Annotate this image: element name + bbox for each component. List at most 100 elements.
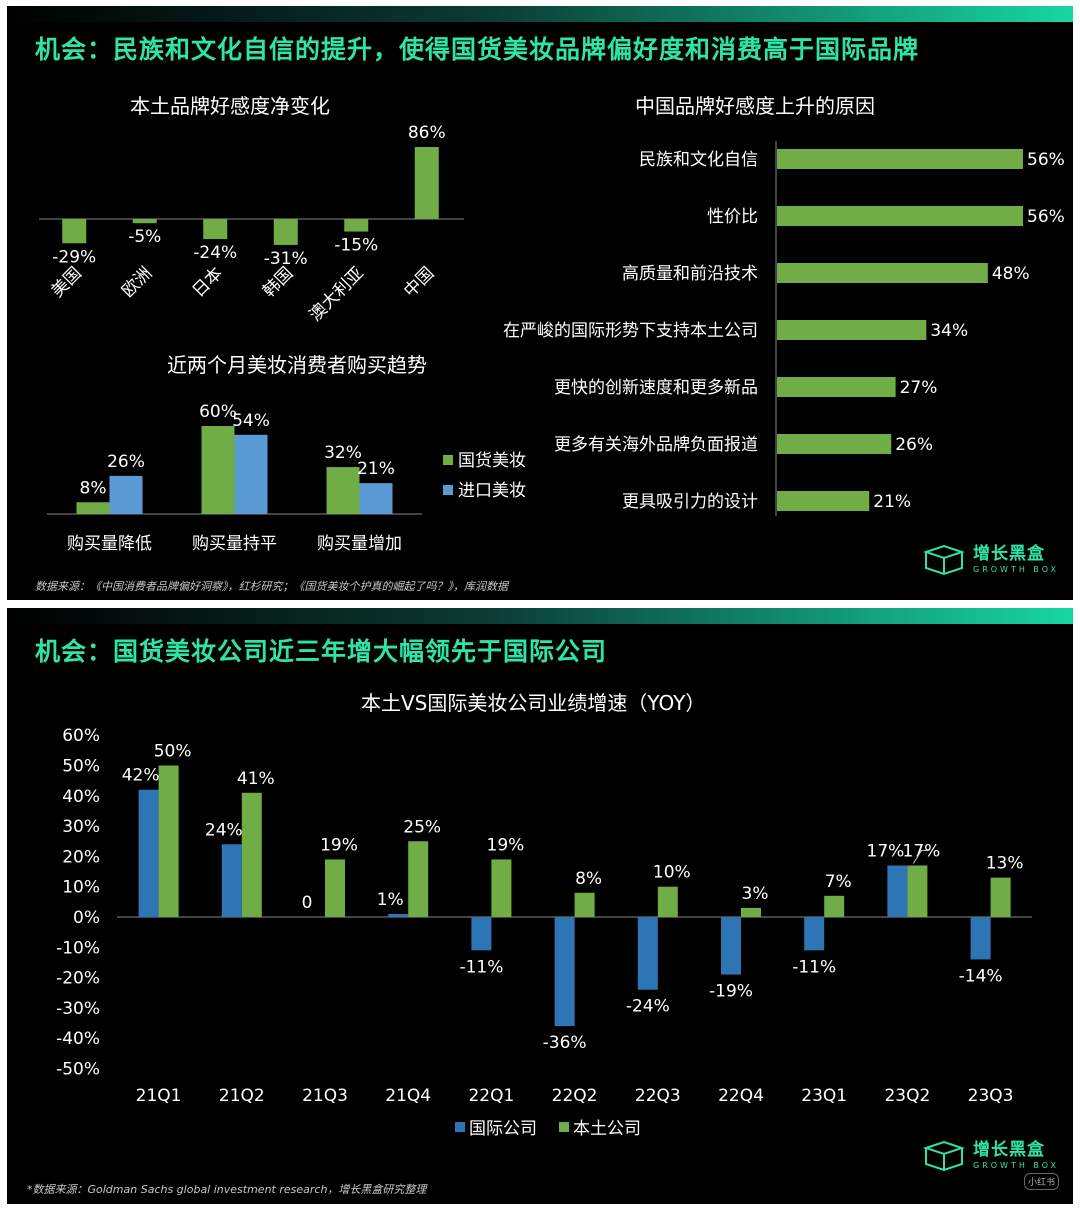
- chart4-category-label: 22Q3: [635, 1086, 681, 1106]
- chart4-ytick-label: -40%: [56, 1029, 100, 1049]
- chart3-bar: [777, 491, 870, 511]
- gradient-bar: [7, 6, 1073, 22]
- chart2-value-label: 32%: [324, 443, 362, 463]
- chart2-legend-label: 进口美妆: [458, 481, 526, 501]
- chart4-legend-label: 国际公司: [469, 1119, 537, 1139]
- chart4-category-label: 21Q2: [219, 1086, 265, 1106]
- chart4-bar-domestic: [657, 886, 678, 917]
- chart4-ytick-label: 60%: [62, 726, 100, 746]
- chart4-bar-international: [221, 844, 242, 917]
- logo-cn: 增长黑盒: [973, 1140, 1045, 1160]
- chart3-value-label: 56%: [1027, 150, 1065, 170]
- chart3-bar: [777, 206, 1023, 226]
- panel1-heading: 机会：民族和文化自信的提升，使得国货美妆品牌偏好度和消费高于国际品牌: [35, 35, 920, 64]
- panel2-heading: 机会：国货美妆公司近三年增大幅领先于国际公司: [35, 637, 608, 666]
- chart1-category-label: 中国: [400, 263, 438, 301]
- chart4-value-label: 17%: [903, 841, 941, 861]
- chart1-category-label: 澳大利亚: [306, 263, 368, 325]
- chart4-ytick-label: -20%: [56, 969, 100, 989]
- chart4-value-label: 13%: [986, 854, 1024, 874]
- chart1-category-label: 美国: [48, 263, 86, 301]
- chart4-category-label: 22Q1: [468, 1086, 514, 1106]
- chart1-value-label: -24%: [193, 243, 237, 263]
- chart3-bar: [777, 149, 1023, 169]
- chart4-bar-domestic: [741, 907, 761, 917]
- chart1-value-label: -5%: [128, 227, 161, 247]
- chart4-value-label: 25%: [403, 817, 441, 837]
- chart4-legend-label: 本土公司: [573, 1119, 641, 1139]
- chart3-category-label: 更多有关海外品牌负面报道: [554, 435, 758, 455]
- chart4-value-label: -11%: [459, 957, 503, 977]
- chart4-ytick-label: 50%: [62, 757, 100, 777]
- chart1-bar: [132, 219, 157, 224]
- chart4-category-label: 21Q4: [385, 1086, 431, 1106]
- chart4-bar-domestic: [325, 859, 345, 917]
- chart2-value-label: 8%: [80, 478, 107, 498]
- chart4-value-label: 19%: [487, 835, 525, 855]
- chart4-category-label: 23Q1: [801, 1086, 847, 1106]
- chart3-value-label: 34%: [930, 321, 968, 341]
- chart4-value-label: 8%: [575, 869, 602, 889]
- chart4-ytick-label: 10%: [62, 878, 100, 898]
- chart1-category-label: 欧洲: [118, 263, 156, 301]
- chart3-value-label: 21%: [873, 492, 911, 512]
- chart1-value-label: 86%: [408, 123, 446, 143]
- panel-brand-preference: 机会：民族和文化自信的提升，使得国货美妆品牌偏好度和消费高于国际品牌 本土品牌好…: [7, 6, 1073, 600]
- chart4-bar-domestic: [241, 792, 262, 917]
- chart1-net-change: -29%美国 -5% 欧洲 -24%日本 -31%韩国 -15% 澳大利亚 86% 中国: [39, 123, 464, 326]
- chart1-bar: [273, 219, 298, 245]
- chart3-value-label: 48%: [992, 264, 1030, 284]
- panel1-source: 数据来源：《中国消费者品牌偏好洞察》，红杉研究；《国货美妆个护真的崛起了吗？》，…: [35, 580, 508, 593]
- chart4-title: 本土VS国际美妆公司业绩增速（YOY）: [361, 691, 706, 715]
- chart4-legend-swatch: [559, 1122, 569, 1132]
- chart4-bar-international: [554, 917, 575, 1027]
- chart4-value-label: 1%: [377, 890, 404, 910]
- chart1-category-label: 日本: [189, 263, 227, 301]
- chart4-category-label: 21Q1: [136, 1086, 182, 1106]
- chart1-value-label: -29%: [52, 247, 96, 267]
- chart2-bar-imported: [234, 434, 268, 514]
- chart4-bar-international: [887, 865, 908, 917]
- chart4-value-label: -36%: [543, 1033, 587, 1053]
- gradient-bar: [7, 608, 1073, 624]
- chart1-bar: [203, 219, 228, 240]
- chart2-value-label: 60%: [199, 402, 237, 422]
- chart4-value-label: -14%: [959, 966, 1003, 986]
- chart3-bar: [777, 320, 927, 340]
- chart4-bar-international: [970, 917, 991, 960]
- chart4-value-label: 50%: [154, 742, 192, 762]
- chart4-bar-domestic: [824, 895, 845, 917]
- chart2-bar-imported: [359, 483, 393, 514]
- chart3-bar: [777, 434, 892, 454]
- chart3-category-label: 性价比: [707, 207, 758, 227]
- chart1-bar: [344, 219, 369, 232]
- chart2-category-label: 购买量增加: [317, 534, 402, 554]
- chart4-value-label: 24%: [205, 820, 243, 840]
- chart4-bar-international: [471, 917, 492, 951]
- growth-box-logo: 增长黑盒 GROWTH BOX: [923, 544, 1059, 576]
- chart4-bar-international: [637, 917, 658, 990]
- chart1-bar: [414, 147, 439, 219]
- chart3-bar: [777, 263, 988, 283]
- chart4-value-label: 42%: [122, 766, 160, 786]
- chart4-value-label: 17%: [867, 841, 905, 861]
- chart4-bar-domestic: [491, 859, 512, 917]
- chart3-category-label: 高质量和前沿技术: [622, 264, 758, 284]
- chart2-legend-swatch: [443, 455, 453, 465]
- chart4-value-label: 41%: [237, 769, 275, 789]
- box-icon: [923, 544, 965, 576]
- chart2-bar-domestic: [326, 467, 360, 514]
- panel2-source: *数据来源：Goldman Sachs global investment re…: [27, 1183, 427, 1196]
- chart4-bar-international: [388, 913, 409, 917]
- chart2-bar-imported: [109, 475, 143, 514]
- chart2-legend-label: 国货美妆: [458, 451, 526, 471]
- chart3-value-label: 27%: [900, 378, 938, 398]
- chart4-value-label: -19%: [709, 982, 753, 1002]
- chart3-category-label: 在严峻的国际形势下支持本土公司: [503, 321, 758, 341]
- chart2-value-label: 21%: [357, 459, 395, 479]
- chart4-ytick-label: 20%: [62, 847, 100, 867]
- chart1-value-label: -31%: [264, 249, 308, 269]
- chart4-category-label: 22Q4: [718, 1086, 764, 1106]
- chart2-legend-swatch: [443, 485, 453, 495]
